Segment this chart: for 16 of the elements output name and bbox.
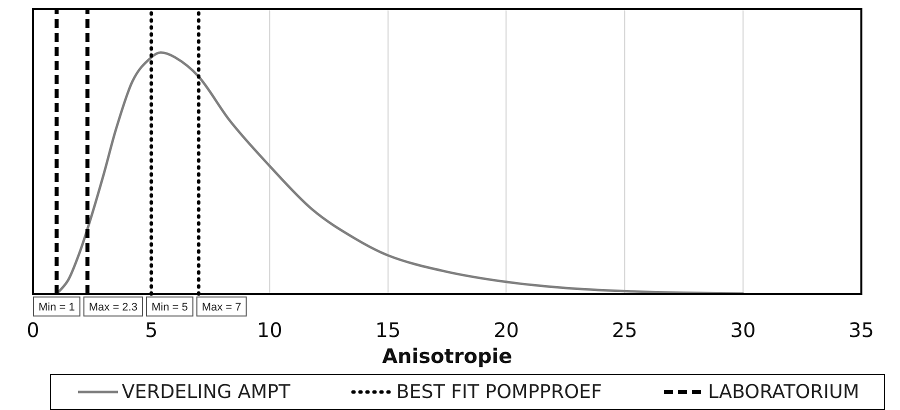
x-tick-label: 35	[848, 318, 874, 342]
x-tick-label: 30	[730, 318, 756, 342]
x-tick-label: 10	[256, 318, 282, 342]
x-tick-label: 25	[612, 318, 638, 342]
ref-line-label: Max = 2.3	[88, 302, 138, 314]
ref-line-label: Min = 5	[151, 302, 188, 314]
legend-label: VERDELING AMPT	[122, 381, 290, 403]
ref-line-label: Min = 1	[38, 302, 75, 314]
ref-line-label: Max = 7	[202, 302, 242, 314]
legend-label: BEST FIT POMPPROEF	[396, 381, 602, 403]
x-tick-label: 5	[144, 318, 158, 342]
x-tick-label: 15	[375, 318, 401, 342]
x-axis-title: Anisotropie	[382, 344, 512, 368]
x-tick-label: 20	[494, 318, 520, 342]
x-tick-label: 0	[26, 318, 40, 342]
legend-label: LABORATORIUM	[708, 381, 860, 403]
